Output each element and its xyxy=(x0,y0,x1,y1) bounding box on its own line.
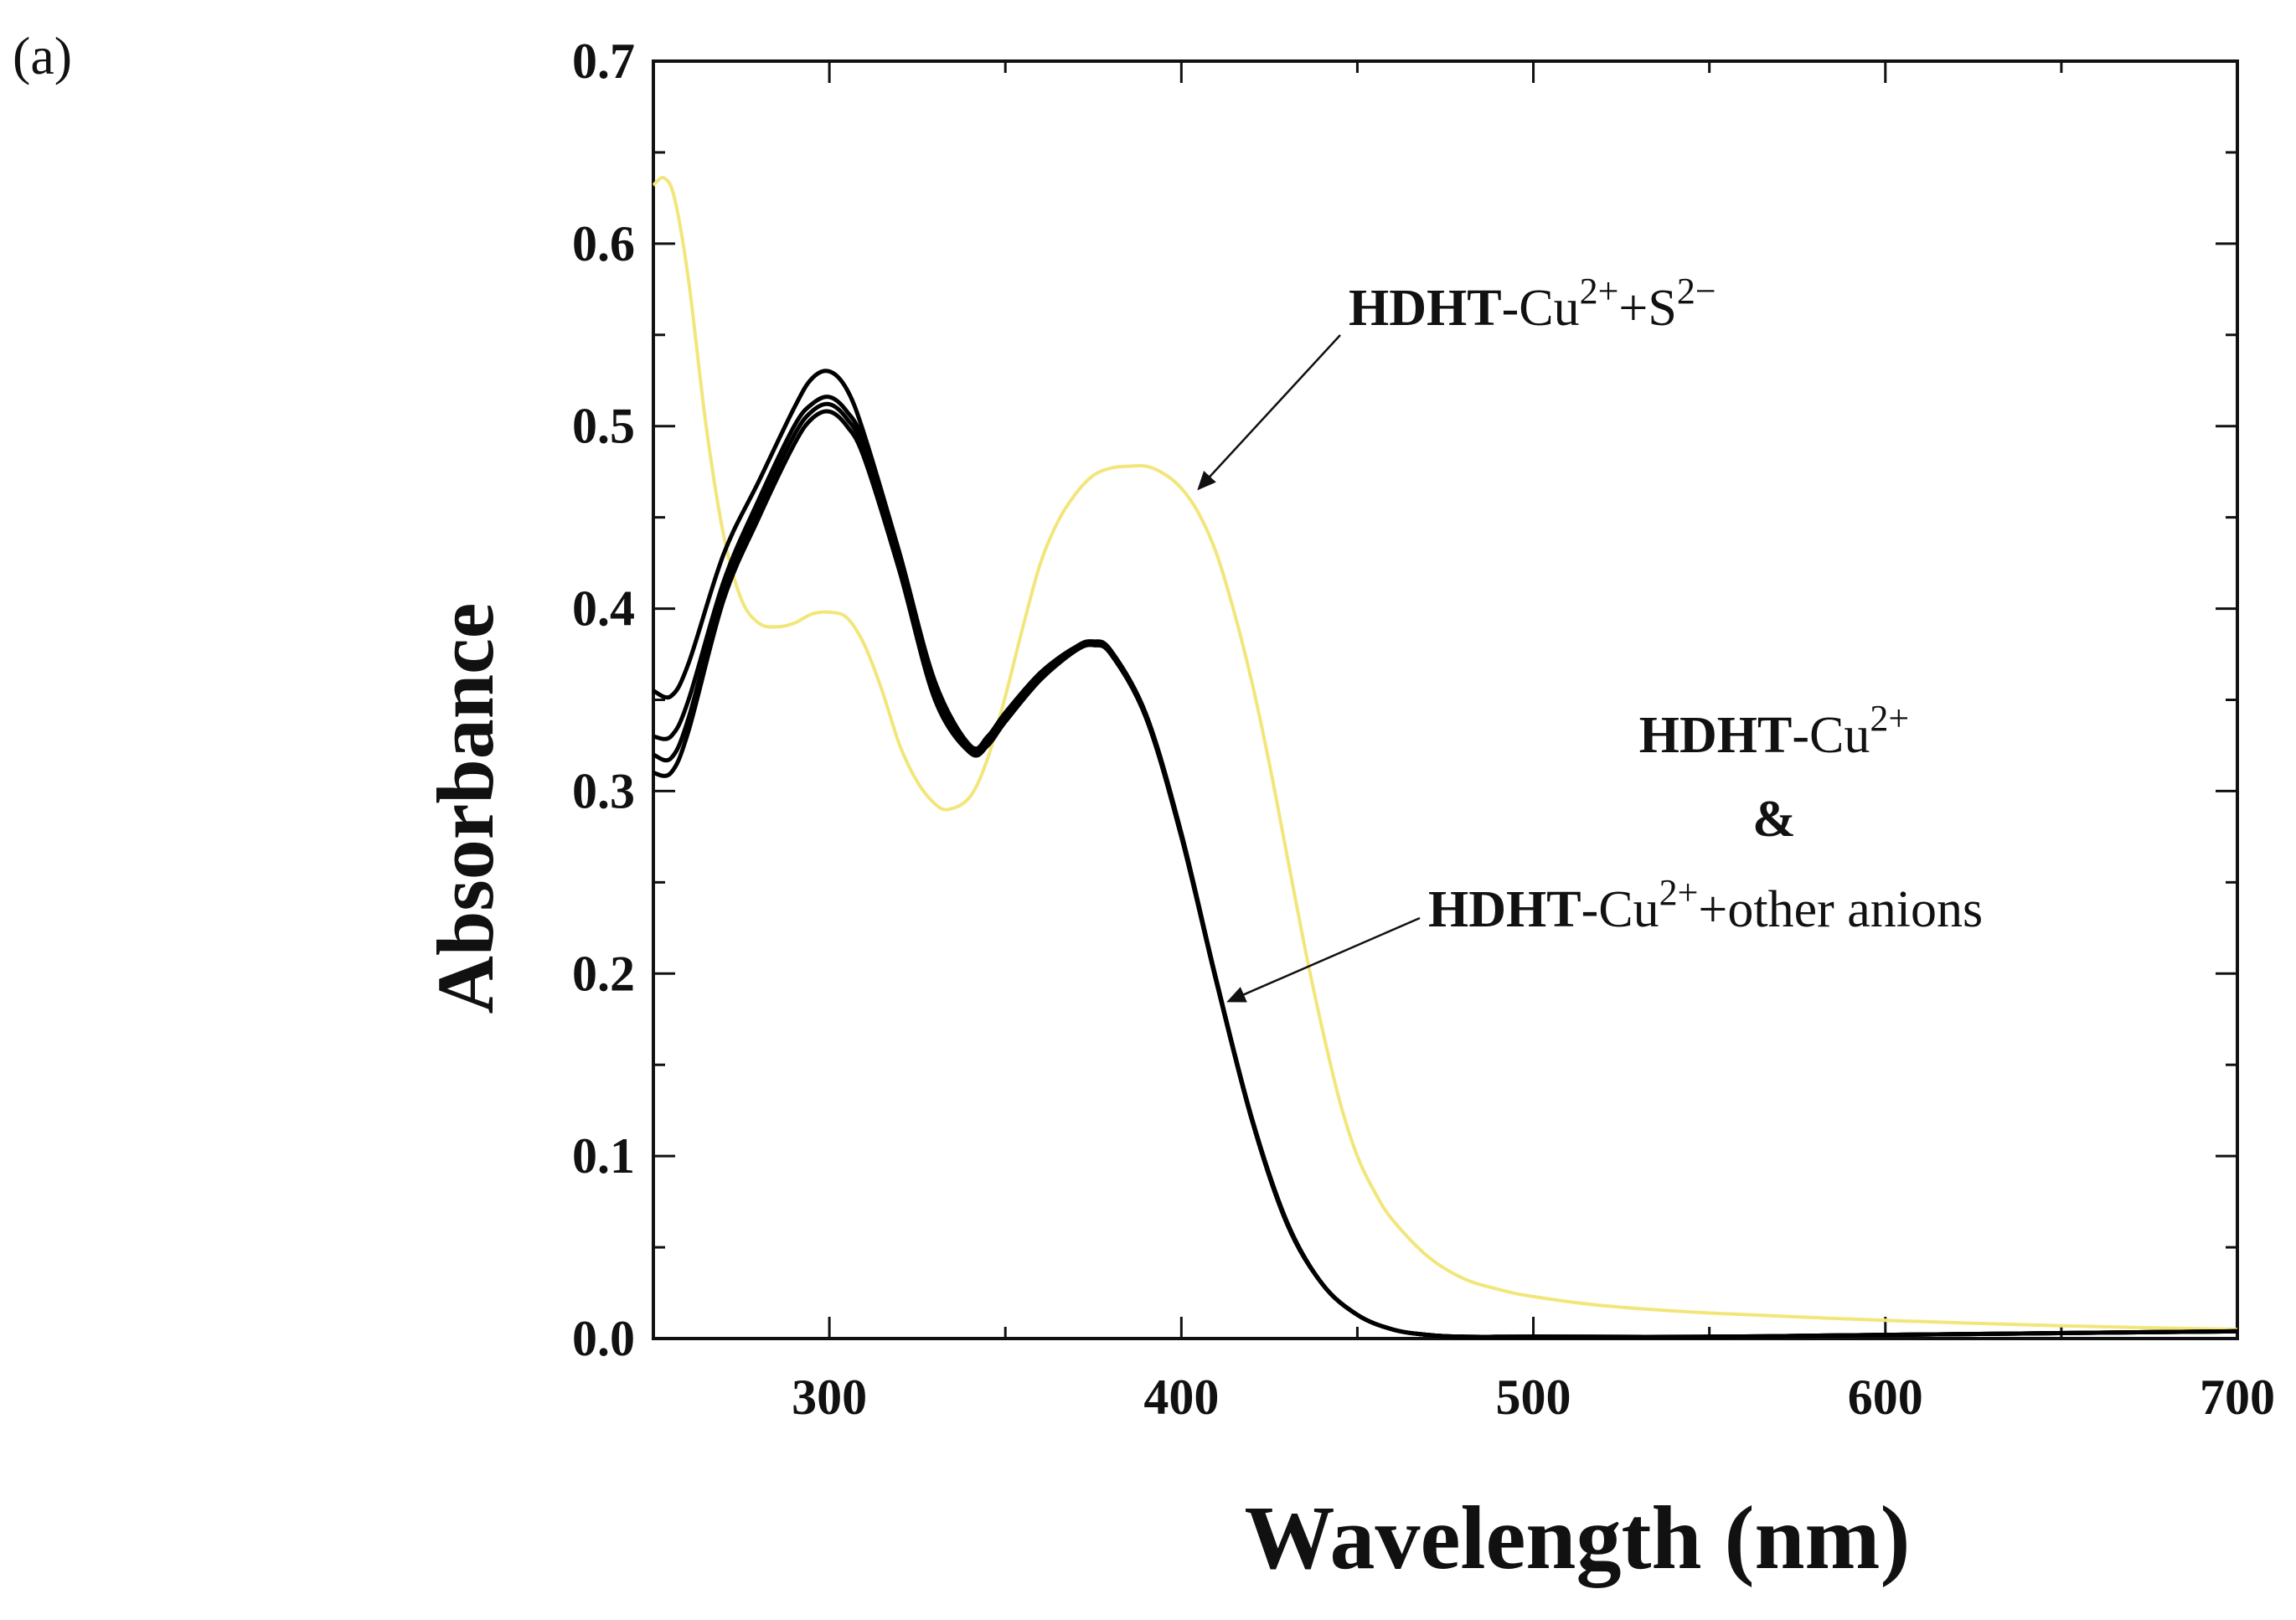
annotation-sup: 2+ xyxy=(1659,872,1699,913)
annotation-bold: HDHT xyxy=(1349,280,1502,337)
annotation-bold: & xyxy=(1752,791,1796,848)
annotation-complex: HDHT-Cu2+ xyxy=(1639,698,1909,764)
annotation-sulfide: HDHT-Cu2++S2− xyxy=(1349,271,1716,337)
y-tick-label: 0.7 xyxy=(572,34,635,89)
y-tick-label: 0.4 xyxy=(572,581,635,637)
annotation-other-anions: HDHT-Cu2++other anions xyxy=(1428,872,1983,938)
x-tick-label: 500 xyxy=(1496,1370,1571,1425)
plot-border xyxy=(652,59,2239,1340)
annotations: HDHT-Cu2++S2−HDHT-Cu2+&HDHT-Cu2++other a… xyxy=(1197,271,1983,1003)
annotation-text: -Cu xyxy=(1502,280,1580,337)
x-tick-label: 300 xyxy=(792,1370,867,1425)
series-line-4 xyxy=(652,176,2238,1332)
annotation-tail: +other anions xyxy=(1698,881,1983,938)
y-axis-title: Absorbance xyxy=(421,603,510,1014)
axis-ticks xyxy=(652,59,2239,1340)
y-tick-label: 0.1 xyxy=(572,1128,635,1184)
series-line-3 xyxy=(653,409,2238,1339)
x-axis-title: Wavelength (nm) xyxy=(1245,1488,1911,1588)
annotation-text: -Cu xyxy=(1792,707,1870,764)
y-tick-label: 0.2 xyxy=(572,946,635,1001)
y-tick-label: 0.5 xyxy=(572,399,635,454)
arrow-sulfide xyxy=(1197,334,1341,491)
tick-labels: 300 400 500 600 700 0.0 0.1 0.2 0.3 0.4 0.5 0.6 0.7 xyxy=(572,34,2275,1425)
y-tick-label: 0.0 xyxy=(572,1311,635,1366)
y-tick-label: 0.3 xyxy=(572,763,635,818)
arrow-other-anions xyxy=(1226,916,1421,1003)
annotation-sup: 2+ xyxy=(1870,698,1909,739)
series-line-0 xyxy=(652,369,2238,1339)
y-tick-label: 0.6 xyxy=(572,216,635,271)
annotation-tail: +S xyxy=(1618,280,1676,337)
x-tick-label: 700 xyxy=(2200,1370,2275,1425)
annotation-bold: HDHT xyxy=(1639,707,1793,764)
annotation-tail-sup: 2− xyxy=(1677,271,1716,312)
panel-label: (a) xyxy=(13,26,72,85)
annotation-ampersand: & xyxy=(1752,791,1796,848)
annotation-sup: 2+ xyxy=(1580,271,1619,312)
plot-frame xyxy=(652,59,2239,1340)
x-tick-label: 400 xyxy=(1143,1370,1219,1425)
series-layer xyxy=(652,176,2238,1339)
x-tick-label: 600 xyxy=(1848,1370,1923,1425)
annotation-text: -Cu xyxy=(1581,881,1659,938)
annotation-bold: HDHT xyxy=(1428,881,1581,938)
